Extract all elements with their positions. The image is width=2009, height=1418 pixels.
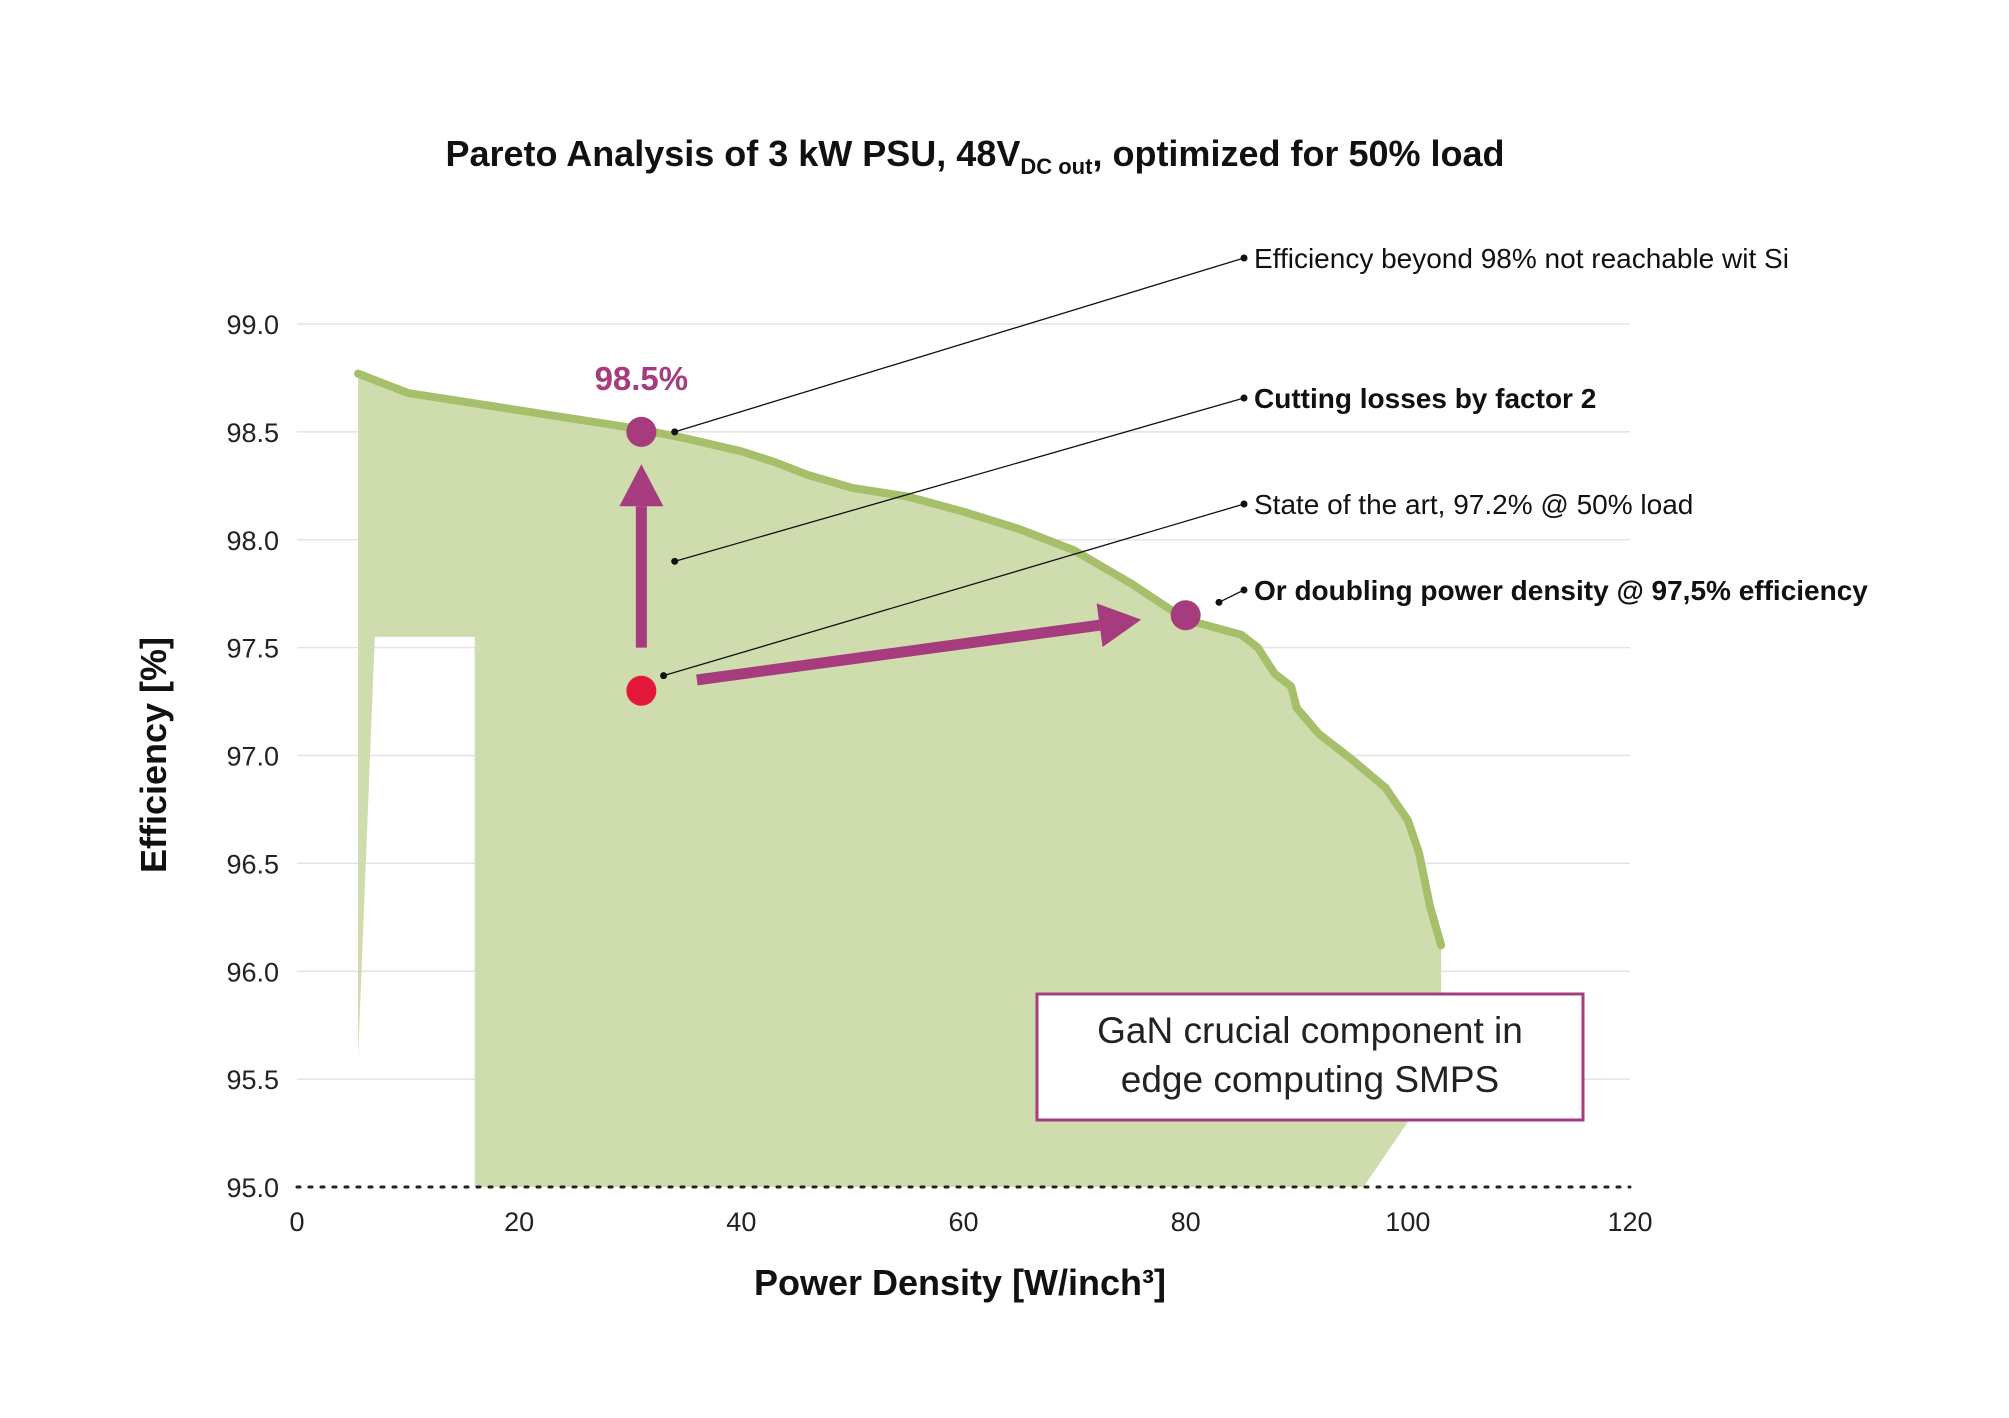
y-tick-label: 95.0 — [226, 1173, 279, 1203]
annotations: Efficiency beyond 98% not reachable wit … — [660, 243, 1868, 680]
title-suffix: , optimized for 50% load — [1092, 133, 1504, 174]
y-tick-label: 99.0 — [226, 310, 279, 340]
x-tick-label: 0 — [289, 1207, 304, 1237]
y-tick-label: 95.5 — [226, 1065, 279, 1095]
y-tick-label: 97.0 — [226, 742, 279, 772]
title-subscript: DC out — [1020, 154, 1093, 179]
annotation-dot — [671, 557, 679, 565]
annotation-dot — [660, 672, 668, 680]
annotation-text: Cutting losses by factor 2 — [1254, 383, 1596, 414]
x-tick-label: 20 — [504, 1207, 534, 1237]
feasible-region — [358, 373, 1442, 1187]
x-tick-label: 100 — [1385, 1207, 1430, 1237]
x-tick-label: 60 — [948, 1207, 978, 1237]
improvement-arrows — [619, 464, 1142, 686]
callout-line-1: GaN crucial component in — [1097, 1010, 1523, 1051]
annotation-leader — [674, 397, 1245, 562]
annotation-dot — [1240, 586, 1248, 594]
title-main: Pareto Analysis of 3 kW PSU, 48V — [445, 133, 1020, 174]
pareto-frontier — [354, 369, 1446, 950]
annotation-leader — [674, 257, 1245, 433]
data-point — [626, 675, 657, 706]
data-point — [1170, 600, 1201, 631]
chart-title: Pareto Analysis of 3 kW PSU, 48VDC out, … — [445, 133, 1504, 179]
annotation-text: Efficiency beyond 98% not reachable wit … — [1254, 243, 1789, 274]
annotation-text: State of the art, 97.2% @ 50% load — [1254, 489, 1693, 520]
annotation-dot — [1240, 394, 1248, 402]
arrow-head — [619, 464, 664, 507]
x-tick-label: 120 — [1607, 1207, 1652, 1237]
annotation-text: Or doubling power density @ 97,5% effici… — [1254, 575, 1868, 606]
callout-border — [1035, 992, 1585, 1122]
x-axis-label: Power Density [W/inch³] — [754, 1262, 1166, 1303]
y-tick-label: 96.0 — [226, 957, 279, 987]
y-tick-label: 98.5 — [226, 418, 279, 448]
annotation-dot — [1240, 500, 1248, 508]
annotation-dot — [671, 428, 679, 436]
y-axis-label: Efficiency [%] — [133, 637, 174, 873]
annotation-leader — [1218, 589, 1245, 603]
x-tick-labels: 0 20 40 60 80 100 120 — [289, 1207, 1652, 1237]
annotation-dot — [1215, 598, 1223, 606]
arrow-head — [1096, 603, 1142, 648]
data-points: 98.5% — [595, 360, 1201, 706]
data-point — [626, 416, 657, 447]
y-tick-label: 98.0 — [226, 526, 279, 556]
callout-line-2: edge computing SMPS — [1121, 1059, 1499, 1100]
x-tick-label: 80 — [1171, 1207, 1201, 1237]
y-tick-label: 96.5 — [226, 849, 279, 879]
y-tick-labels: 95.0 95.5 96.0 96.5 97.0 97.5 98.0 98.5 99.0 — [226, 310, 279, 1203]
point-label: 98.5% — [595, 360, 689, 397]
region-area — [358, 373, 1442, 1187]
frontier-line — [354, 369, 1446, 950]
y-tick-label: 97.5 — [226, 634, 279, 664]
callout-box: GaN crucial component in edge computing … — [1035, 992, 1585, 1122]
x-tick-label: 40 — [726, 1207, 756, 1237]
arrow-shaft — [696, 619, 1101, 686]
annotation-leader — [663, 503, 1245, 677]
annotation-dot — [1240, 254, 1248, 262]
